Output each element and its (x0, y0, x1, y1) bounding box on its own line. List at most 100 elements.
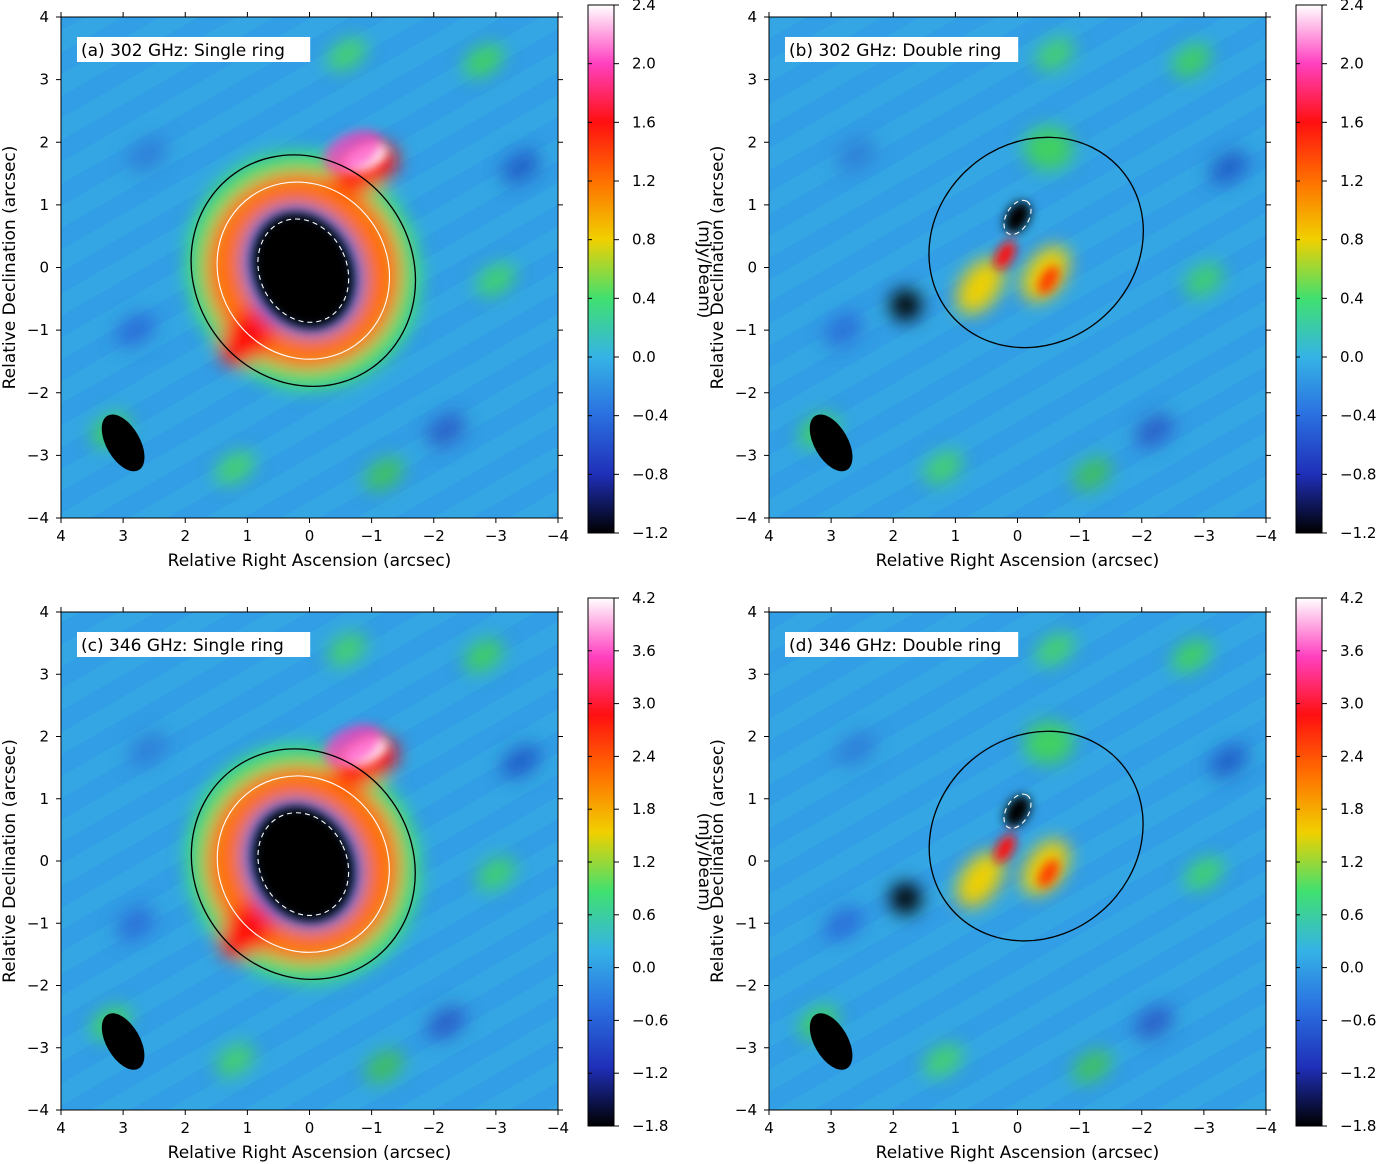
colorbar-tick-label: 1.8 (1340, 800, 1364, 818)
beam-ellipse (809, 414, 853, 472)
y-tick-label: 4 (39, 8, 49, 26)
colorbar-tick-label: 4.2 (632, 589, 656, 607)
colorbar-tick-label: 0.0 (1340, 348, 1364, 366)
y-tick-label: −3 (735, 1039, 757, 1057)
colorbar-tick-label: −0.6 (632, 1011, 668, 1029)
x-tick-label: −1 (361, 1119, 383, 1137)
x-tick-label: 0 (305, 527, 315, 545)
y-tick-label: −3 (735, 446, 757, 464)
colorbar-tick-label: 1.8 (632, 800, 656, 818)
x-tick-label: 2 (888, 1119, 898, 1137)
colorbar-tick-label: 4.2 (1340, 589, 1364, 607)
colorbar-tick-label: 0.4 (632, 289, 656, 307)
y-tick-label: 2 (39, 133, 49, 151)
y-tick-label: −1 (735, 321, 757, 339)
colorbar-tick-label: 2.0 (1340, 55, 1364, 73)
colorbar-tick-label: 2.4 (1340, 747, 1364, 765)
y-tick-label: −2 (735, 384, 757, 402)
y-tick-label: 0 (39, 259, 49, 277)
y-tick-label: 1 (747, 196, 757, 214)
colorbar-tick-label: 3.6 (1340, 642, 1364, 660)
y-tick-label: −1 (735, 914, 757, 932)
y-axis-label: Relative Declination (arcsec) (0, 739, 20, 983)
colorbar-tick-label: −0.6 (1340, 1011, 1376, 1029)
panel-title: (a) 302 GHz: Single ring (77, 37, 311, 62)
svg-text:(d) 346 GHz: Double ring: (d) 346 GHz: Double ring (789, 636, 1001, 656)
y-tick-label: 2 (747, 133, 757, 151)
y-tick-label: −4 (735, 509, 757, 527)
y-tick-label: −4 (27, 509, 49, 527)
y-tick-label: −1 (27, 914, 49, 932)
x-tick-label: 1 (951, 527, 961, 545)
x-axis-label: Relative Right Ascension (arcsec) (876, 1143, 1160, 1163)
colorbar-tick-label: 3.0 (1340, 695, 1364, 713)
x-tick-label: −1 (1069, 527, 1091, 545)
x-tick-label: 2 (888, 527, 898, 545)
y-tick-label: −4 (735, 1101, 757, 1119)
y-tick-label: −3 (27, 446, 49, 464)
colorbar-tick-label: 1.6 (1340, 113, 1364, 131)
colorbar-tick-label: −1.2 (1340, 1064, 1376, 1082)
x-tick-label: 2 (180, 527, 190, 545)
colorbar-tick-label: −1.2 (632, 524, 668, 542)
panel-title: (b) 302 GHz: Double ring (785, 37, 1019, 62)
colorbar-tick-label: −0.4 (632, 407, 668, 425)
y-tick-label: −1 (27, 321, 49, 339)
svg-text:(a) 302 GHz: Single ring: (a) 302 GHz: Single ring (81, 41, 285, 61)
x-tick-label: −1 (1069, 1119, 1091, 1137)
colorbar-tick-label: 1.2 (632, 172, 656, 190)
x-tick-label: −3 (1193, 1119, 1215, 1137)
y-tick-label: 4 (747, 8, 757, 26)
colorbar-tick-label: 0.8 (1340, 231, 1364, 249)
y-tick-label: 3 (747, 71, 757, 89)
panel-c: 4 3 2 1 0 −1 −2 −3 −4 −4 −3 −2 −1 0 1 2 3 4 Relative Right… (0, 589, 714, 1163)
y-tick-label: 3 (39, 71, 49, 89)
colorbar-tick-label: −0.8 (1340, 465, 1376, 483)
y-tick-label: 0 (747, 852, 757, 870)
beam-ellipse (809, 1013, 853, 1070)
heatmap-image (769, 612, 1266, 1110)
colorbar-tick-label: 2.4 (1340, 0, 1364, 14)
y-tick-label: 1 (747, 790, 757, 808)
x-tick-label: 3 (826, 1119, 836, 1137)
y-tick-label: −3 (27, 1039, 49, 1057)
x-tick-label: 3 (118, 527, 128, 545)
panel-d: 4 3 2 1 0 −1 −2 −3 −4 −4 −3 −2 −1 0 1 2 3 4 Relative Right… (708, 589, 1376, 1163)
x-tick-label: 4 (56, 1119, 66, 1137)
colorbar-tick-label: 0.8 (632, 231, 656, 249)
x-tick-label: 3 (826, 527, 836, 545)
x-tick-label: −2 (423, 1119, 445, 1137)
colorbar-tick-label: 1.2 (1340, 853, 1364, 871)
y-axis-label: Relative Declination (arcsec) (708, 739, 728, 983)
colorbar-tick-label: 2.4 (632, 747, 656, 765)
x-tick-label: 2 (180, 1119, 190, 1137)
x-tick-label: 3 (118, 1119, 128, 1137)
y-tick-label: 0 (747, 259, 757, 277)
x-tick-label: −4 (1255, 1119, 1277, 1137)
x-tick-label: −2 (1131, 527, 1153, 545)
x-tick-label: 4 (56, 527, 66, 545)
y-tick-label: 1 (39, 196, 49, 214)
x-tick-label: 1 (243, 1119, 253, 1137)
colorbar-label: (mJy/beam) (694, 220, 714, 319)
colorbar-tick-label: 2.0 (632, 55, 656, 73)
colorbar: −1.8 −1.2 −0.6 0.0 0.6 1.2 1.8 2.4 3.0 3.6 4.2 (mJy… (587, 589, 714, 1135)
y-tick-label: 4 (747, 603, 757, 621)
x-tick-label: −4 (1255, 527, 1277, 545)
y-tick-label: 2 (747, 728, 757, 746)
colorbar-tick-label: 3.6 (632, 642, 656, 660)
colorbar-tick-label: 0.6 (632, 906, 656, 924)
y-axis-label: Relative Declination (arcsec) (708, 146, 728, 390)
colorbar-tick-label: 0.0 (1340, 959, 1364, 977)
colorbar-tick-label: 1.6 (632, 113, 656, 131)
colorbar-tick-label: 1.2 (632, 853, 656, 871)
panel-title: (c) 346 GHz: Single ring (77, 632, 311, 657)
x-axis-label: Relative Right Ascension (arcsec) (168, 1143, 452, 1163)
x-tick-label: 0 (1013, 527, 1023, 545)
colorbar-label: (mJy/beam) (694, 813, 714, 912)
x-tick-label: 1 (951, 1119, 961, 1137)
x-tick-label: −2 (423, 527, 445, 545)
x-tick-label: −3 (485, 527, 507, 545)
svg-text:(c) 346 GHz: Single ring: (c) 346 GHz: Single ring (81, 636, 284, 656)
